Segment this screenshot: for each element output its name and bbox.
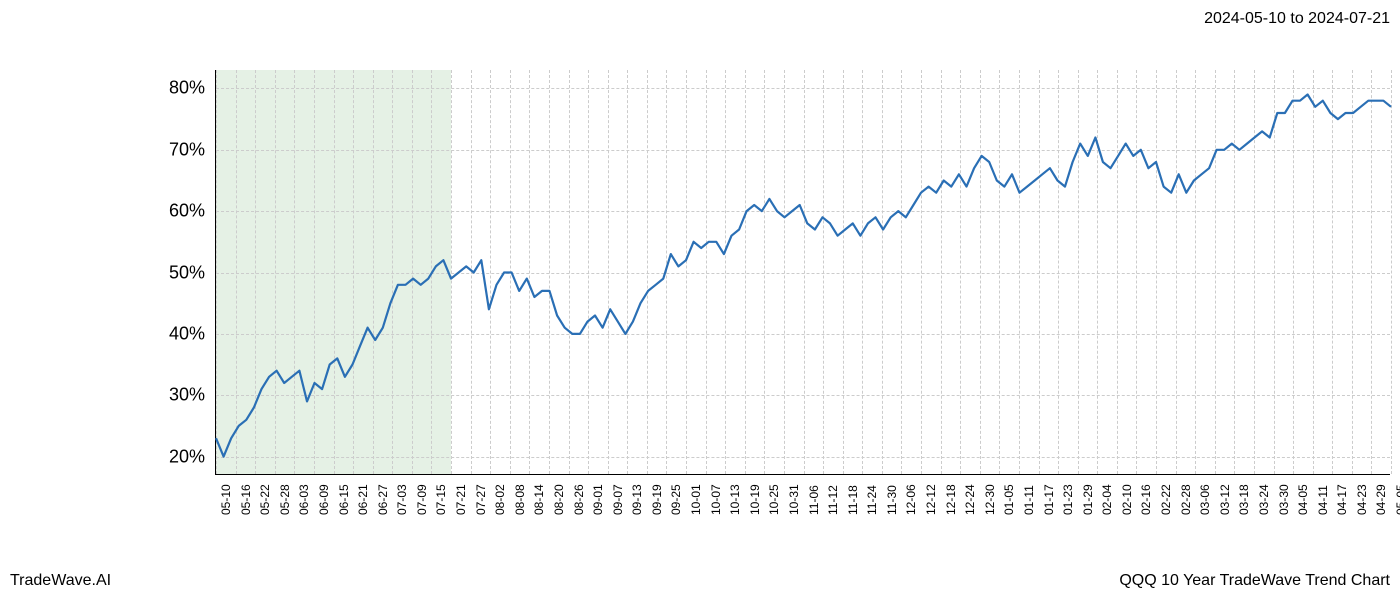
- trend-chart: 20%30%40%50%60%70%80%05-1005-1605-2205-2…: [115, 65, 1390, 475]
- x-tick-label: 02-04: [1100, 484, 1114, 515]
- x-tick-label: 07-09: [415, 484, 429, 515]
- x-tick-label: 05-16: [239, 484, 253, 515]
- x-tick-label: 04-23: [1355, 484, 1369, 515]
- gridline-v: [1391, 70, 1392, 474]
- x-tick-label: 07-27: [474, 484, 488, 515]
- y-tick-label: 50%: [125, 262, 205, 283]
- y-tick-label: 40%: [125, 323, 205, 344]
- x-tick-label: 03-18: [1237, 484, 1251, 515]
- x-tick-label: 06-21: [356, 484, 370, 515]
- x-tick-label: 07-21: [454, 484, 468, 515]
- x-tick-label: 02-10: [1120, 484, 1134, 515]
- x-tick-label: 09-25: [669, 484, 683, 515]
- x-tick-label: 10-01: [689, 484, 703, 515]
- x-tick-label: 11-18: [846, 485, 860, 515]
- x-tick-label: 05-10: [219, 484, 233, 515]
- x-tick-label: 06-15: [337, 484, 351, 515]
- x-tick-label: 10-19: [748, 484, 762, 515]
- x-tick-label: 12-30: [983, 484, 997, 515]
- x-tick-label: 02-16: [1139, 484, 1153, 515]
- x-tick-label: 11-06: [807, 485, 821, 515]
- x-tick-label: 01-29: [1081, 484, 1095, 515]
- y-tick-label: 80%: [125, 78, 205, 99]
- x-tick-label: 10-31: [787, 484, 801, 515]
- x-tick-label: 07-03: [395, 484, 409, 515]
- x-tick-label: 04-17: [1335, 484, 1349, 515]
- x-tick-label: 03-06: [1198, 484, 1212, 515]
- x-tick-label: 04-05: [1296, 484, 1310, 515]
- x-tick-label: 09-13: [630, 484, 644, 515]
- x-tick-label: 09-19: [650, 484, 664, 515]
- x-tick-label: 03-12: [1218, 484, 1232, 515]
- x-tick-label: 05-22: [258, 484, 272, 515]
- y-tick-label: 30%: [125, 385, 205, 406]
- footer-brand: TradeWave.AI: [10, 572, 111, 590]
- x-tick-label: 02-28: [1179, 484, 1193, 515]
- x-tick-label: 09-01: [591, 484, 605, 515]
- x-tick-label: 01-17: [1042, 484, 1056, 515]
- x-tick-label: 01-11: [1022, 485, 1036, 515]
- y-tick-label: 70%: [125, 139, 205, 160]
- x-tick-label: 08-14: [532, 484, 546, 515]
- plot-area: [215, 70, 1390, 475]
- x-tick-label: 04-29: [1374, 484, 1388, 515]
- x-tick-label: 12-12: [924, 484, 938, 515]
- y-tick-label: 20%: [125, 446, 205, 467]
- x-tick-label: 09-07: [611, 484, 625, 515]
- x-tick-label: 10-25: [767, 484, 781, 515]
- x-tick-label: 05-28: [278, 484, 292, 515]
- x-tick-label: 12-24: [963, 484, 977, 515]
- line-series: [216, 70, 1390, 474]
- x-tick-label: 08-20: [552, 484, 566, 515]
- x-tick-label: 06-03: [297, 484, 311, 515]
- x-tick-label: 04-11: [1316, 485, 1330, 515]
- x-tick-label: 08-08: [513, 484, 527, 515]
- x-tick-label: 05-05: [1394, 484, 1400, 515]
- x-tick-label: 03-30: [1277, 484, 1291, 515]
- x-tick-label: 08-26: [572, 484, 586, 515]
- x-tick-label: 12-18: [944, 484, 958, 515]
- footer-title: QQQ 10 Year TradeWave Trend Chart: [1119, 572, 1390, 590]
- x-tick-label: 11-24: [865, 485, 879, 515]
- x-tick-label: 06-27: [376, 484, 390, 515]
- x-tick-label: 08-02: [493, 484, 507, 515]
- x-tick-label: 01-05: [1002, 484, 1016, 515]
- x-tick-label: 01-23: [1061, 484, 1075, 515]
- x-tick-label: 10-13: [728, 484, 742, 515]
- x-tick-label: 11-30: [885, 485, 899, 515]
- date-range-label: 2024-05-10 to 2024-07-21: [1204, 10, 1390, 28]
- x-tick-label: 02-22: [1159, 484, 1173, 515]
- y-tick-label: 60%: [125, 201, 205, 222]
- x-tick-label: 06-09: [317, 484, 331, 515]
- x-tick-label: 10-07: [709, 484, 723, 515]
- x-tick-label: 03-24: [1257, 484, 1271, 515]
- x-tick-label: 07-15: [434, 484, 448, 515]
- x-tick-label: 11-12: [826, 485, 840, 515]
- x-tick-label: 12-06: [904, 484, 918, 515]
